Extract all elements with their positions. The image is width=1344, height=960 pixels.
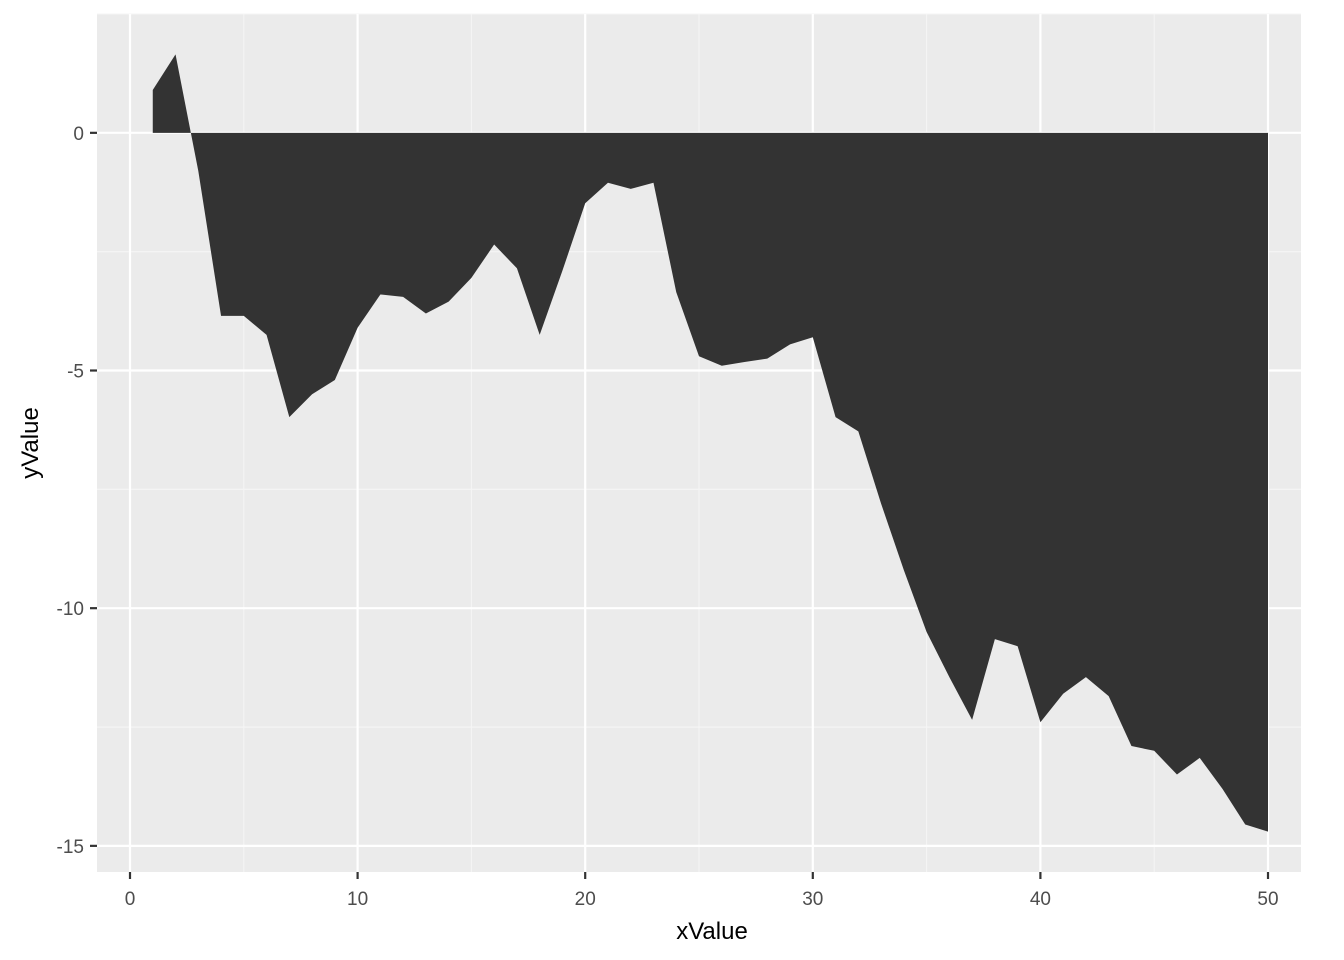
- x-tick-label: 10: [347, 889, 368, 910]
- y-tick-label: -5: [67, 362, 84, 383]
- x-tick-label: 0: [125, 889, 136, 910]
- x-axis-title: xValue: [676, 918, 748, 945]
- area-fill: [152, 54, 1268, 832]
- y-axis: 0 -5 -10 -15: [57, 124, 97, 858]
- x-tick-label: 50: [1257, 889, 1278, 910]
- x-tick-label: 20: [575, 889, 596, 910]
- y-axis-title: yValue: [17, 407, 44, 479]
- x-axis: 0 10 20 30 40 50: [125, 872, 1279, 910]
- y-tick-label: -15: [57, 837, 84, 858]
- y-tick-label: -10: [57, 599, 84, 620]
- x-tick-label: 30: [802, 889, 823, 910]
- y-tick-label: 0: [73, 124, 84, 145]
- x-tick-label: 40: [1030, 889, 1051, 910]
